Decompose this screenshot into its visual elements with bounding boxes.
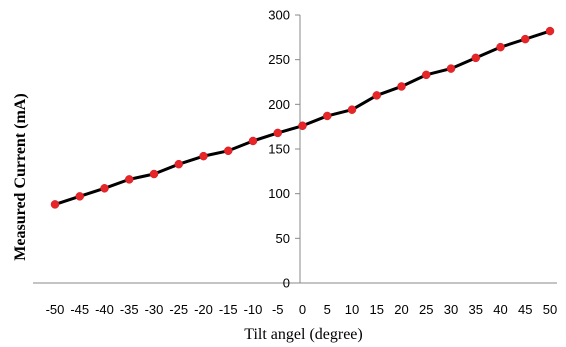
y-tick-label: 300 <box>268 8 290 23</box>
y-axis-title: Measured Current (mA) <box>12 93 29 260</box>
data-point <box>149 169 159 179</box>
x-tick-labels: -50 -45 -40 -35 -30 -25 -20 -15 -10 -5 0 5 10 15 20 25 3… <box>46 302 558 317</box>
data-point <box>125 175 134 184</box>
y-tick-label: 250 <box>268 52 290 67</box>
data-point <box>75 192 84 201</box>
data-point <box>545 26 555 36</box>
x-tick-label: 30 <box>444 302 458 317</box>
data-point <box>50 200 60 209</box>
x-tick-label: -50 <box>46 302 65 317</box>
y-tick-label: 150 <box>268 142 290 157</box>
data-point <box>446 64 456 73</box>
x-tick-label: 50 <box>543 302 557 317</box>
x-tick-label: -45 <box>70 302 89 317</box>
data-point <box>100 184 109 193</box>
data-point <box>224 146 233 156</box>
series-layer <box>50 26 555 209</box>
data-point <box>323 111 332 121</box>
data-point <box>397 82 406 91</box>
y-tick-label: 200 <box>268 97 290 112</box>
x-tick-label: 15 <box>370 302 384 317</box>
data-point <box>298 121 307 131</box>
x-tick-label: -40 <box>95 302 114 317</box>
data-point <box>496 42 505 52</box>
y-tick-labels: 0 50 100 150 200 250 300 <box>268 8 300 291</box>
x-tick-label: -15 <box>219 302 238 317</box>
data-point <box>521 34 530 44</box>
x-tick-label: 40 <box>493 302 507 317</box>
x-tick-label: -25 <box>169 302 188 317</box>
data-point <box>199 151 208 161</box>
data-point <box>248 136 258 146</box>
data-point <box>372 91 381 100</box>
y-tick-label: 100 <box>268 186 290 201</box>
x-axis-title: Tilt angel (degree) <box>244 326 362 343</box>
x-tick-label: 25 <box>419 302 433 317</box>
y-tick-label: 50 <box>276 231 290 246</box>
x-tick-label: 10 <box>345 302 359 317</box>
data-point <box>273 128 282 138</box>
x-tick-label: 5 <box>324 302 331 317</box>
data-point <box>347 105 357 114</box>
x-tick-label: 45 <box>518 302 532 317</box>
x-tick-label: -35 <box>120 302 139 317</box>
x-tick-label: -20 <box>194 302 213 317</box>
x-tick-label: -5 <box>272 302 284 317</box>
y-tick-label: 0 <box>283 276 290 291</box>
x-tick-label: 0 <box>299 302 306 317</box>
x-tick-label: 20 <box>394 302 408 317</box>
x-tick-label: -10 <box>244 302 263 317</box>
x-tick-label: 35 <box>469 302 483 317</box>
data-point <box>471 53 480 63</box>
x-tick-label: -30 <box>145 302 164 317</box>
data-point <box>174 159 183 169</box>
data-point <box>422 70 431 80</box>
